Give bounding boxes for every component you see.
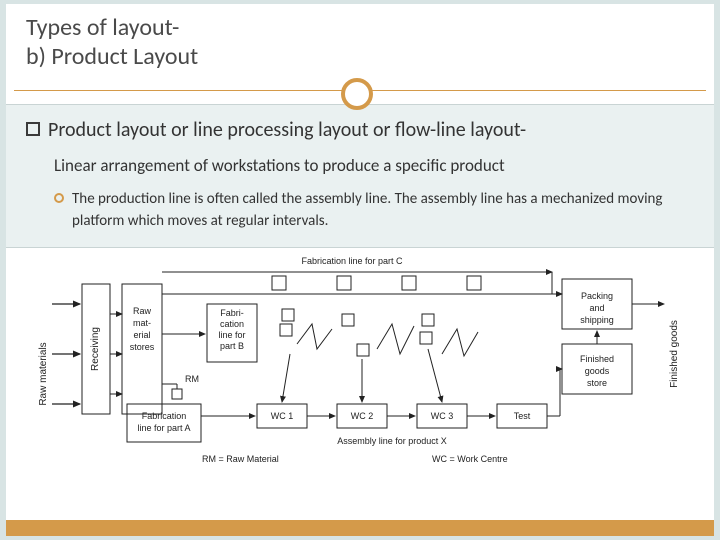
divider-circle-icon bbox=[341, 78, 373, 110]
fab-c-label: Fabrication line for part C bbox=[301, 256, 403, 266]
footer-accent-bar bbox=[6, 520, 714, 536]
bullet2-text: The production line is often called the … bbox=[72, 188, 694, 233]
slide: Types of layout- b) Product Layout Produ… bbox=[6, 4, 714, 536]
bullet1-text: Product layout or line processing layout… bbox=[48, 117, 526, 143]
diagram-area: Raw materials Finished goods Receiving R… bbox=[6, 248, 714, 475]
svg-text:line for part A: line for part A bbox=[137, 423, 190, 433]
bullet-subtext: Linear arrangement of workstations to pr… bbox=[54, 155, 694, 178]
svg-text:mat-: mat- bbox=[133, 318, 151, 328]
legend-rm: RM = Raw Material bbox=[202, 454, 279, 464]
svg-text:WC 3: WC 3 bbox=[431, 411, 454, 421]
raw-materials-label: Raw materials bbox=[38, 342, 49, 405]
rm-label: RM bbox=[185, 374, 199, 384]
svg-text:cation: cation bbox=[220, 319, 244, 329]
slide-title: Types of layout- b) Product Layout bbox=[26, 14, 694, 72]
receiving-label: Receiving bbox=[90, 327, 101, 371]
svg-text:store: store bbox=[587, 378, 607, 388]
svg-text:erial: erial bbox=[133, 330, 150, 340]
svg-text:goods: goods bbox=[585, 366, 610, 376]
divider bbox=[6, 78, 714, 104]
assembly-label: Assembly line for product X bbox=[337, 436, 447, 446]
svg-text:shipping: shipping bbox=[580, 315, 614, 325]
title-line2: b) Product Layout bbox=[26, 42, 198, 71]
bullet-level2: The production line is often called the … bbox=[54, 188, 694, 233]
svg-text:Fabrication: Fabrication bbox=[142, 411, 187, 421]
content-band: Product layout or line processing layout… bbox=[6, 104, 714, 248]
svg-text:stores: stores bbox=[130, 342, 155, 352]
svg-text:line for: line for bbox=[218, 330, 245, 340]
flowchart-diagram: Raw materials Finished goods Receiving R… bbox=[22, 254, 698, 469]
finished-goods-label: Finished goods bbox=[669, 320, 680, 388]
title-line1: Types of layout- bbox=[26, 13, 179, 42]
svg-text:Fabri-: Fabri- bbox=[220, 308, 244, 318]
svg-text:WC 2: WC 2 bbox=[351, 411, 374, 421]
svg-text:Packing: Packing bbox=[581, 291, 613, 301]
bullet-level1: Product layout or line processing layout… bbox=[26, 117, 694, 143]
title-area: Types of layout- b) Product Layout bbox=[6, 4, 714, 78]
svg-text:Raw: Raw bbox=[133, 306, 152, 316]
svg-text:WC 1: WC 1 bbox=[271, 411, 294, 421]
svg-text:Test: Test bbox=[514, 411, 531, 421]
square-bullet-icon bbox=[26, 122, 40, 136]
svg-text:and: and bbox=[589, 303, 604, 313]
legend-wc: WC = Work Centre bbox=[432, 454, 508, 464]
svg-text:Finished: Finished bbox=[580, 354, 614, 364]
circle-bullet-icon bbox=[54, 193, 64, 203]
svg-text:part B: part B bbox=[220, 341, 244, 351]
